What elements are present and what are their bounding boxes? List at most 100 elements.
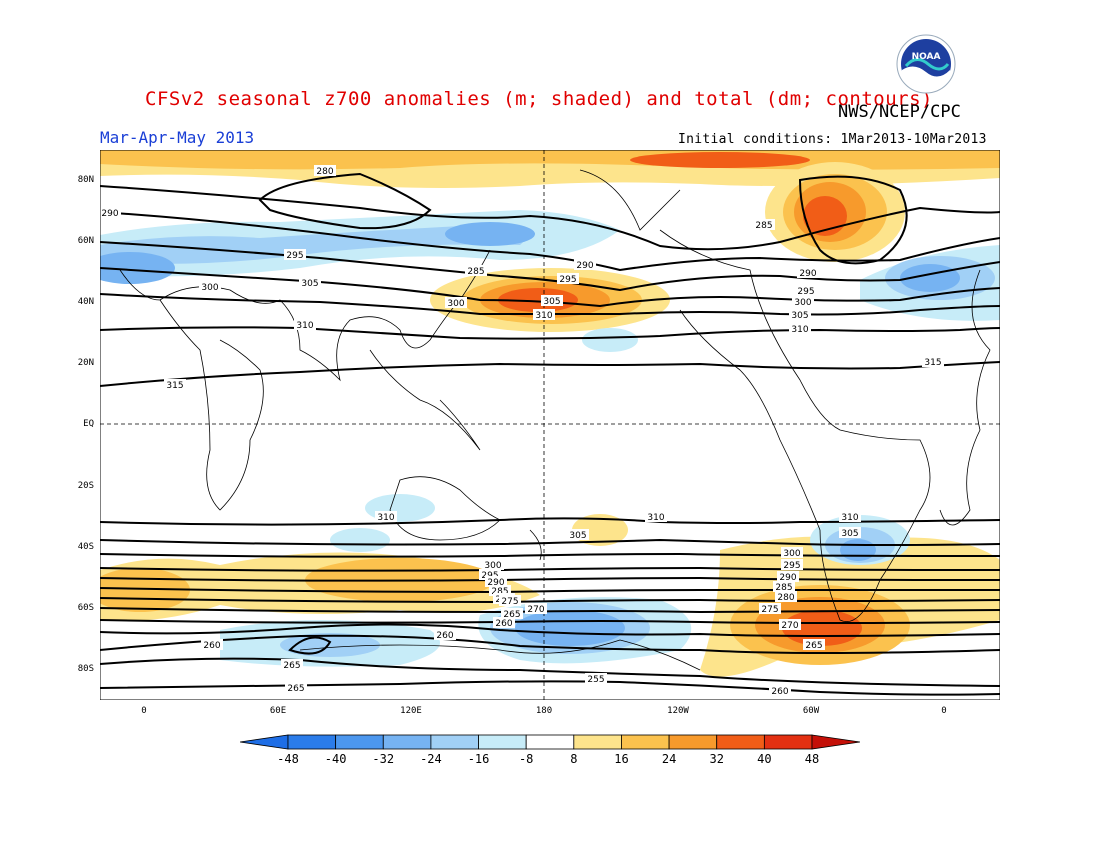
contour-label: 300 xyxy=(445,297,467,309)
svg-text:310: 310 xyxy=(841,513,858,523)
lat-label: 60S xyxy=(77,603,94,613)
svg-text:285: 285 xyxy=(467,267,484,277)
svg-text:290: 290 xyxy=(799,269,816,279)
colorbar-arrow-high xyxy=(811,734,860,750)
svg-text:315: 315 xyxy=(924,358,941,368)
contour-label: 290 xyxy=(574,259,596,271)
colorbar-tick-label: -48 xyxy=(277,752,299,766)
contour-label: 265 xyxy=(281,659,303,671)
svg-text:270: 270 xyxy=(527,605,544,615)
svg-text:260: 260 xyxy=(495,619,512,629)
lat-label: EQ xyxy=(83,419,94,429)
svg-text:310: 310 xyxy=(647,513,664,523)
contour-label: 310 xyxy=(375,511,397,523)
colorbar-tick-label: -8 xyxy=(518,752,534,766)
lat-label: 60N xyxy=(77,236,94,246)
lat-label: 20S xyxy=(77,481,94,491)
colorbar-box xyxy=(573,734,622,750)
svg-text:310: 310 xyxy=(296,321,313,331)
colorbar-tick-label: 16 xyxy=(614,752,629,766)
contour-label: 310 xyxy=(294,319,316,331)
contour-label: 275 xyxy=(759,603,781,615)
svg-text:315: 315 xyxy=(166,381,183,391)
svg-text:260: 260 xyxy=(203,641,220,651)
contour-label: 290 xyxy=(797,267,819,279)
colorbar-tick-label: -32 xyxy=(372,752,395,766)
season-label: Mar-Apr-May 2013 xyxy=(100,128,255,147)
contour-label: 285 xyxy=(489,585,511,597)
svg-text:275: 275 xyxy=(501,597,518,607)
svg-text:265: 265 xyxy=(283,661,300,671)
svg-text:305: 305 xyxy=(301,279,318,289)
svg-text:305: 305 xyxy=(569,531,586,541)
svg-text:265: 265 xyxy=(287,684,304,694)
initial-conditions-label: Initial conditions: 1Mar2013-10Mar2013 xyxy=(678,132,987,147)
contour-label: 310 xyxy=(789,323,811,335)
contour-label: 310 xyxy=(839,511,861,523)
contour-label: 295 xyxy=(781,559,803,571)
svg-text:260: 260 xyxy=(436,631,453,641)
colorbar-tick-label: 8 xyxy=(570,752,578,766)
contour-label: 285 xyxy=(773,581,795,593)
contour-label: 295 xyxy=(557,273,579,285)
colorbar-tick-label: 32 xyxy=(709,752,724,766)
agency-label: NWS/NCEP/CPC xyxy=(838,102,961,122)
map-title: CFSv2 seasonal z700 anomalies (m; shaded… xyxy=(145,88,933,110)
contour-label: 290 xyxy=(777,571,799,583)
svg-text:300: 300 xyxy=(783,549,800,559)
contour-label: 260 xyxy=(434,629,456,641)
lat-label: 80N xyxy=(77,175,94,185)
svg-text:280: 280 xyxy=(777,593,794,603)
contour-label: 300 xyxy=(781,547,803,559)
noaa-logo-text: NOAA xyxy=(912,52,941,62)
z700-anomaly-map: 280 290 295 300 305 310 315 285 290 295 … xyxy=(100,150,1000,700)
lon-label: 60W xyxy=(802,706,820,716)
contour-label: 295 xyxy=(795,285,817,297)
colorbar-tick-label: 24 xyxy=(661,752,677,766)
svg-text:300: 300 xyxy=(447,299,464,309)
lon-label: 180 xyxy=(535,706,553,716)
svg-text:265: 265 xyxy=(805,641,822,651)
colorbar-box xyxy=(335,734,384,750)
svg-text:290: 290 xyxy=(101,209,118,219)
svg-text:310: 310 xyxy=(377,513,394,523)
lon-label: 60E xyxy=(269,706,287,716)
svg-text:265: 265 xyxy=(503,610,520,620)
contour-label: 270 xyxy=(525,603,547,615)
svg-text:290: 290 xyxy=(576,261,593,271)
svg-text:290: 290 xyxy=(779,573,796,583)
colorbar-box xyxy=(382,734,432,750)
contour-label: 280 xyxy=(314,165,336,177)
svg-text:285: 285 xyxy=(755,221,772,231)
contour-label: 265 xyxy=(803,639,825,651)
contour-label: 275 xyxy=(499,595,521,607)
lat-label: 20N xyxy=(77,358,94,368)
contour-label: 305 xyxy=(567,529,589,541)
svg-text:255: 255 xyxy=(587,675,604,685)
svg-text:305: 305 xyxy=(543,297,560,307)
colorbar-arrow-low xyxy=(240,734,289,750)
contour-label: 300 xyxy=(199,281,221,293)
svg-text:295: 295 xyxy=(286,251,303,261)
svg-text:295: 295 xyxy=(783,561,800,571)
colorbar xyxy=(240,734,860,750)
contour-label: 285 xyxy=(465,265,487,277)
lat-label: 40N xyxy=(77,297,94,307)
contour-label: 305 xyxy=(789,309,811,321)
svg-text:260: 260 xyxy=(771,687,788,697)
contour-label: 315 xyxy=(164,379,186,391)
colorbar-box xyxy=(621,734,670,750)
contour-label: 265 xyxy=(501,608,523,620)
svg-text:300: 300 xyxy=(201,283,218,293)
colorbar-box xyxy=(525,734,575,750)
svg-text:285: 285 xyxy=(775,583,792,593)
contour-label: 290 xyxy=(485,576,507,588)
svg-text:280: 280 xyxy=(316,167,333,177)
svg-text:295: 295 xyxy=(559,275,576,285)
contour-labels: 280 290 295 300 305 310 315 285 290 295 … xyxy=(100,165,944,697)
svg-text:300: 300 xyxy=(794,298,811,308)
contour-label: 295 xyxy=(284,249,306,261)
contour-label: 300 xyxy=(792,296,814,308)
svg-text:270: 270 xyxy=(781,621,798,631)
lon-label: 0 xyxy=(141,706,147,716)
